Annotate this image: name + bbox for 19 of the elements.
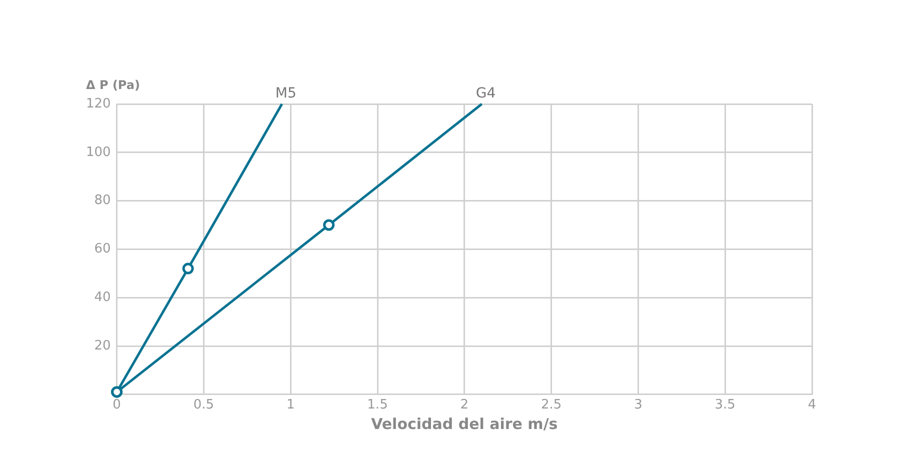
series-label: G4 — [476, 86, 496, 102]
x-tick-label: 0 — [112, 398, 121, 413]
y-tick-label: 40 — [94, 290, 111, 305]
y-tick-label: 80 — [94, 193, 111, 208]
x-tick-label: 0.5 — [193, 398, 214, 413]
x-tick-label: 1 — [286, 398, 295, 413]
y-tick-label: 20 — [94, 338, 111, 354]
x-tick-label: 1.5 — [367, 398, 388, 413]
y-tick-label: 100 — [86, 144, 111, 160]
y-axis-title: Δ P (Pa) — [86, 78, 140, 92]
series-label: M5 — [275, 86, 296, 102]
x-tick-label: 2.5 — [540, 398, 562, 413]
x-tick-label: 3 — [634, 398, 642, 413]
x-tick-label: 4 — [808, 398, 816, 413]
x-axis-title: Velocidad del aire m/s — [371, 414, 558, 433]
y-tick-label: 60 — [94, 242, 111, 257]
x-tick-label: 3.5 — [714, 398, 736, 413]
y-tick-label: 120 — [86, 96, 111, 112]
x-tick-label: 2 — [460, 398, 469, 413]
